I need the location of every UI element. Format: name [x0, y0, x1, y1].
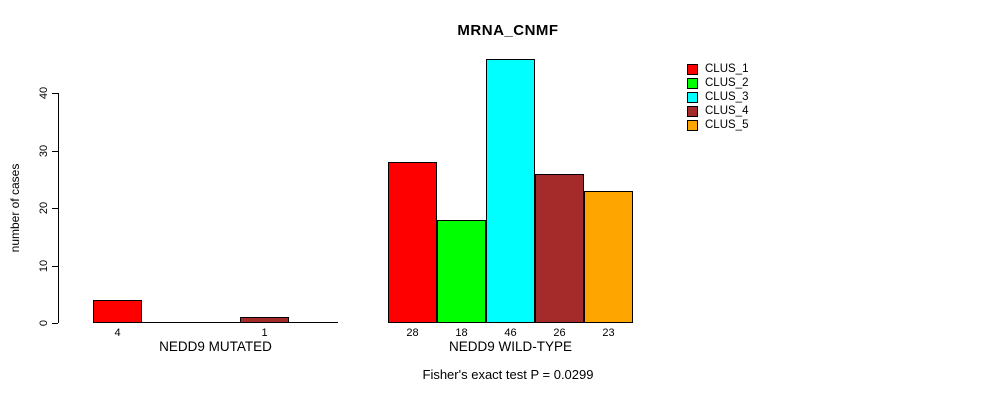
- y-tick-label: 40: [38, 86, 50, 100]
- bar-clus_4-group2: [535, 173, 584, 323]
- y-tick: [52, 208, 58, 209]
- legend-item-clus_3: CLUS_3: [687, 91, 749, 103]
- annotation-fishers-test: Fisher's exact test P = 0.0299: [422, 367, 594, 382]
- bar-value-label: 18: [455, 327, 468, 339]
- y-tick-label: 10: [38, 259, 50, 272]
- y-tick: [52, 150, 58, 152]
- legend-label: CLUS_2: [705, 77, 749, 89]
- bar-clus_5-group2: [584, 190, 633, 323]
- bar-value-label: 26: [553, 327, 566, 339]
- bar-value-label: 1: [261, 327, 268, 339]
- y-tick: [52, 323, 58, 324]
- bar-value-label: 4: [114, 327, 121, 339]
- legend-label: CLUS_4: [705, 105, 749, 117]
- legend-item-clus_2: CLUS_2: [687, 77, 749, 89]
- chart-title: MRNA_CNMF: [457, 22, 559, 39]
- legend-swatch-clus_4: [687, 106, 698, 117]
- zero-bar-clus_3-group1: [191, 322, 240, 323]
- legend-item-clus_5: CLUS_5: [687, 119, 749, 131]
- bar-clus_2-group2: [437, 219, 486, 323]
- group-label-2: NEDD9 WILD-TYPE: [448, 339, 573, 354]
- legend-label: CLUS_5: [705, 119, 749, 131]
- bar-clus_1-group1: [93, 300, 142, 323]
- bar-clus_3-group2: [486, 58, 535, 323]
- legend-swatch-clus_1: [687, 64, 698, 75]
- zero-bar-clus_5-group1: [289, 322, 338, 323]
- legend-item-clus_4: CLUS_4: [687, 105, 749, 117]
- y-tick-label: 20: [38, 201, 50, 215]
- legend-label: CLUS_3: [705, 91, 749, 103]
- legend-label: CLUS_1: [705, 63, 749, 75]
- bar-value-label: 23: [602, 327, 615, 339]
- y-tick: [52, 93, 58, 94]
- legend: CLUS_1 CLUS_2 CLUS_3 CLUS_4 CLUS_5: [687, 63, 749, 134]
- y-tick-label: 0: [38, 319, 50, 327]
- legend-swatch-clus_3: [687, 92, 698, 103]
- group-label-1: NEDD9 MUTATED: [159, 339, 272, 354]
- y-tick: [52, 265, 58, 267]
- bar-clus_1-group2: [388, 162, 437, 323]
- legend-item-clus_1: CLUS_1: [687, 63, 749, 75]
- zero-bar-clus_2-group1: [142, 322, 191, 323]
- bar-clus_4-group1: [240, 317, 289, 323]
- y-tick-label: 30: [38, 144, 50, 157]
- legend-swatch-clus_5: [687, 120, 698, 131]
- bar-value-label: 28: [406, 327, 419, 339]
- y-axis-title: number of cases: [8, 163, 22, 253]
- y-axis-line: [58, 93, 59, 323]
- bar-value-label: 46: [504, 327, 517, 339]
- legend-swatch-clus_2: [687, 78, 698, 89]
